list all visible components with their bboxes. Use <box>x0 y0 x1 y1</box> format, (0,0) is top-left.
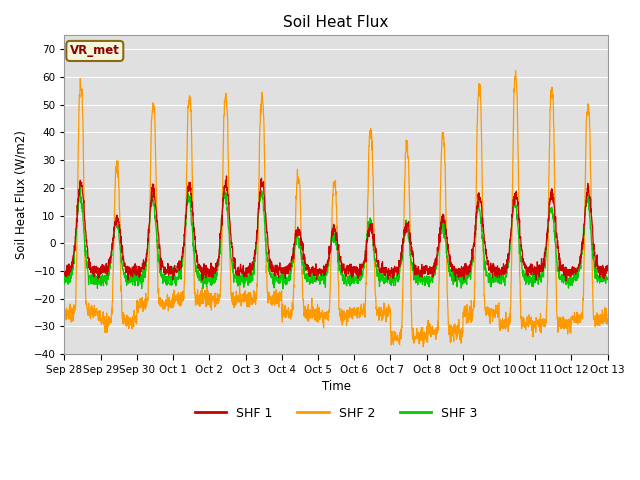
SHF 3 <box>494 277 502 283</box>
Line: SHF 2: SHF 2 <box>65 71 608 347</box>
SHF 3 <box>61 281 68 287</box>
Y-axis label: Soil Heat Flux (W/m2): Soil Heat Flux (W/m2) <box>15 130 28 259</box>
SHF 3 <box>364 230 372 236</box>
SHF 2 <box>512 68 520 73</box>
SHF 3 <box>604 277 612 283</box>
SHF 2 <box>61 302 68 308</box>
SHF 3 <box>212 269 220 275</box>
SHF 1 <box>212 268 220 274</box>
Legend: SHF 1, SHF 2, SHF 3: SHF 1, SHF 2, SHF 3 <box>189 402 483 425</box>
SHF 2 <box>212 297 220 303</box>
SHF 1 <box>223 173 230 179</box>
SHF 2 <box>494 302 502 308</box>
SHF 1 <box>604 267 612 273</box>
SHF 1 <box>572 268 579 274</box>
SHF 2 <box>419 344 427 350</box>
SHF 2 <box>572 320 579 325</box>
SHF 3 <box>352 275 360 281</box>
SHF 2 <box>556 316 564 322</box>
SHF 3 <box>279 286 287 292</box>
Line: SHF 3: SHF 3 <box>65 184 608 289</box>
SHF 2 <box>364 218 371 224</box>
SHF 3 <box>556 276 564 282</box>
Line: SHF 1: SHF 1 <box>65 176 608 281</box>
SHF 3 <box>572 276 579 281</box>
Title: Soil Heat Flux: Soil Heat Flux <box>284 15 388 30</box>
SHF 1 <box>352 267 360 273</box>
SHF 1 <box>494 269 502 275</box>
Text: VR_met: VR_met <box>70 45 120 58</box>
SHF 2 <box>352 308 360 313</box>
X-axis label: Time: Time <box>321 380 351 393</box>
SHF 1 <box>556 263 564 269</box>
SHF 1 <box>61 272 68 278</box>
SHF 1 <box>364 237 371 242</box>
SHF 2 <box>604 316 612 322</box>
SHF 3 <box>76 181 84 187</box>
SHF 1 <box>452 278 460 284</box>
